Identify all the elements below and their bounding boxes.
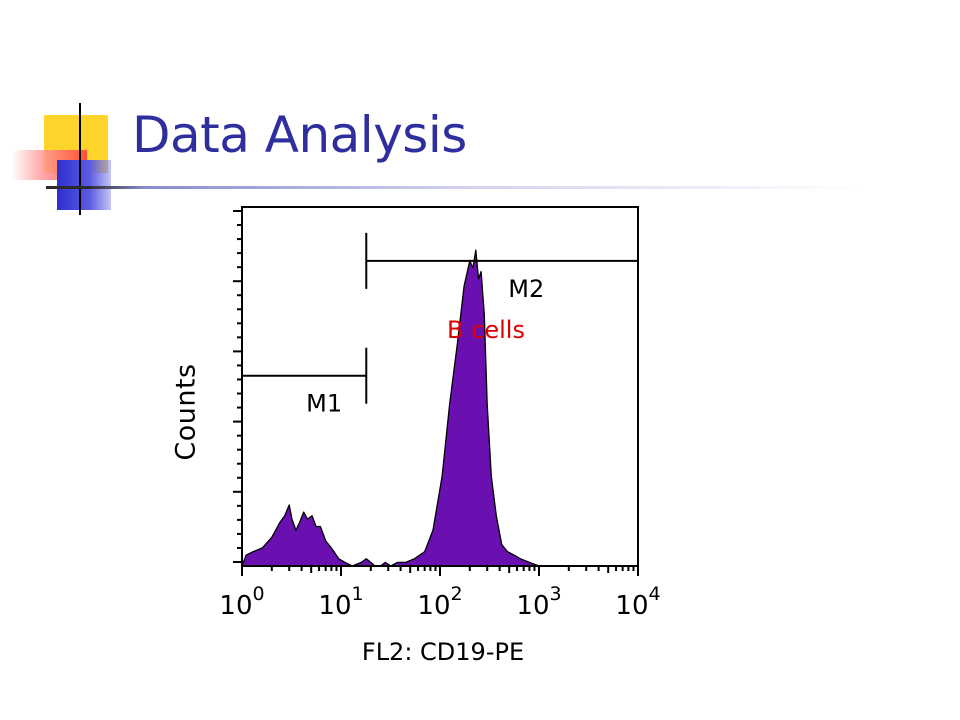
- page-title: Data Analysis: [132, 106, 467, 164]
- deco-horizontal-line: [46, 186, 866, 189]
- gate-label-m2: M2: [508, 275, 544, 303]
- x-tick-label: 103: [516, 583, 561, 621]
- y-axis-label: Counts: [170, 363, 202, 461]
- x-tick-label: 104: [615, 583, 660, 621]
- x-axis-label: FL2: CD19-PE: [361, 638, 525, 666]
- x-tick-label: 100: [219, 583, 264, 621]
- x-tick-label: 101: [318, 583, 363, 621]
- deco-vertical-line: [79, 103, 81, 215]
- histogram-area: [241, 249, 639, 567]
- b-cells-annotation: B cells: [447, 316, 525, 344]
- x-tick-label: 102: [417, 583, 462, 621]
- deco-blue-square: [57, 160, 111, 210]
- gate-label-m1: M1: [306, 390, 342, 418]
